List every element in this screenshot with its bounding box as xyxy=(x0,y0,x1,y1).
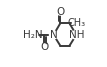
Circle shape xyxy=(41,44,47,50)
Text: NH: NH xyxy=(68,30,84,40)
Circle shape xyxy=(72,30,81,39)
Text: O: O xyxy=(56,7,64,17)
Circle shape xyxy=(72,20,80,27)
Circle shape xyxy=(49,31,58,39)
Text: H₂N: H₂N xyxy=(23,30,43,40)
Text: N: N xyxy=(50,30,57,40)
Text: CH₃: CH₃ xyxy=(67,18,85,28)
Text: O: O xyxy=(40,42,48,52)
Circle shape xyxy=(28,30,38,40)
Circle shape xyxy=(57,9,63,15)
